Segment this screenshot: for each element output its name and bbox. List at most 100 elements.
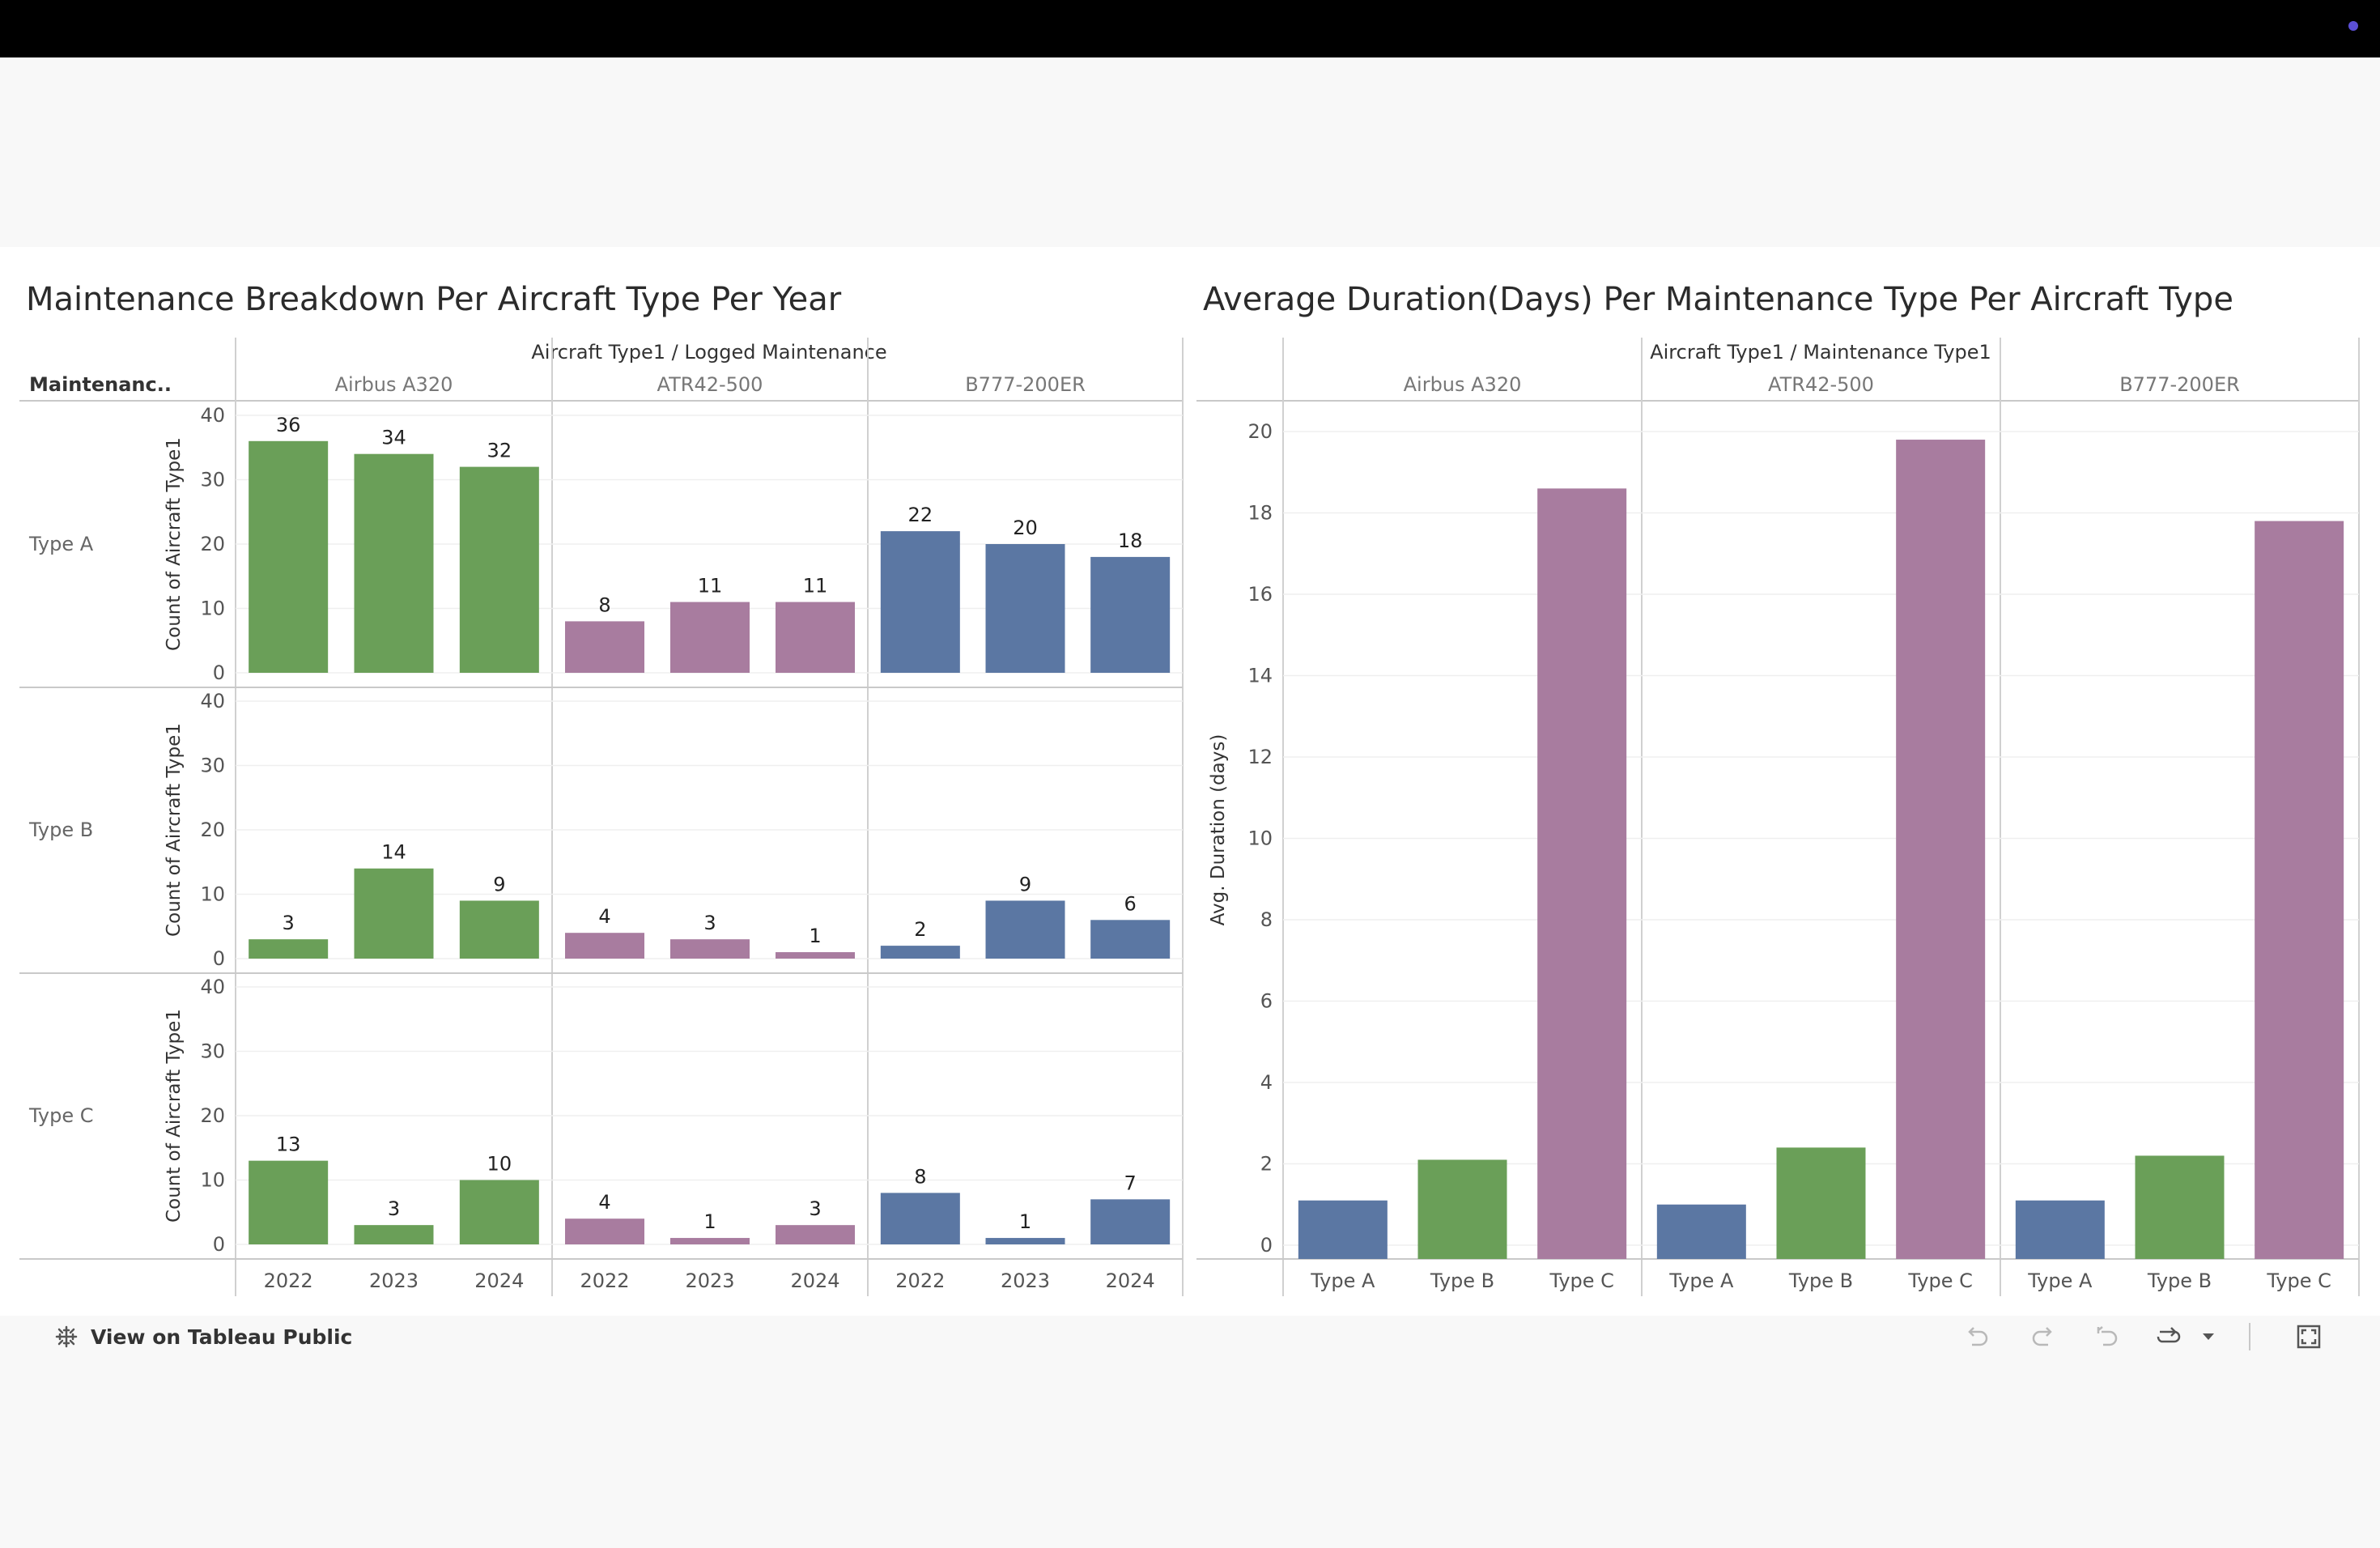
- chart1-title: Maintenance Breakdown Per Aircraft Type …: [26, 281, 842, 318]
- chart1-y-tick-label: 0: [213, 661, 225, 684]
- chart1-bar: [670, 1238, 750, 1244]
- chart1-bar-label: 8: [914, 1165, 926, 1188]
- chart1-bar-label: 4: [598, 1191, 610, 1214]
- chart1-bar: [1090, 920, 1171, 959]
- chart1-bar-label: 13: [276, 1133, 301, 1156]
- chart1-bar-label: 9: [1019, 873, 1031, 895]
- chart2-y-tick-label: 12: [1247, 746, 1273, 768]
- chart1-x-tick-label: 2024: [1106, 1269, 1155, 1292]
- chart2-y-tick-label: 4: [1260, 1071, 1273, 1094]
- chart1-x-tick-label: 2022: [580, 1269, 629, 1292]
- redo-icon: [2032, 1327, 2052, 1346]
- chart2-title: Average Duration(Days) Per Maintenance T…: [1203, 281, 2233, 318]
- chart1-bar: [249, 939, 329, 959]
- fullscreen-icon: [2297, 1325, 2321, 1349]
- header-band: [0, 57, 2380, 247]
- chart2-y-tick-label: 8: [1260, 908, 1273, 931]
- chart1-bar-label: 8: [598, 593, 610, 616]
- chart1-bar: [459, 900, 539, 959]
- chart1-y-tick-label: 30: [200, 469, 225, 491]
- tableau-logo-icon: [55, 1325, 78, 1348]
- chart1-bar-label: 32: [487, 440, 512, 462]
- chart1-bar-label: 1: [809, 925, 821, 947]
- chart1-panel-label: ATR42-500: [657, 373, 763, 396]
- view-on-tableau-label: View on Tableau Public: [91, 1325, 353, 1349]
- chart1-bar-label: 22: [908, 504, 933, 526]
- chart1-y-tick-label: 10: [200, 1169, 225, 1192]
- chart1-bar: [459, 1180, 539, 1244]
- chart1-row-label: Type C: [28, 1104, 94, 1127]
- chart1-bar: [249, 1160, 329, 1244]
- chart1-row-label: Type A: [28, 533, 94, 555]
- revert-icon: [2097, 1326, 2118, 1346]
- status-dot: [2348, 21, 2358, 31]
- chart1-y-tick-label: 40: [200, 404, 225, 427]
- chart2-y-tick-label: 16: [1247, 583, 1273, 606]
- undo-icon: [1968, 1327, 1988, 1346]
- fullscreen-button[interactable]: [2291, 1320, 2327, 1353]
- chart1-bar: [880, 531, 960, 673]
- chart2-x-tick-label: Type A: [2027, 1269, 2093, 1292]
- revert-button[interactable]: [2089, 1320, 2124, 1353]
- refresh-icon: [2157, 1327, 2181, 1343]
- chart2-x-tick-label: Type C: [2266, 1269, 2331, 1292]
- chart1-bar-label: 3: [283, 912, 295, 934]
- chart1-y-tick-label: 30: [200, 1040, 225, 1063]
- chart1-bar-label: 9: [493, 873, 505, 895]
- chart1-bar: [776, 952, 855, 959]
- chart2-column-header: Aircraft Type1 / Maintenance Type1: [1650, 341, 1991, 364]
- chart2-panel-label: Airbus A320: [1404, 373, 1522, 396]
- chart1-bar: [565, 933, 644, 959]
- chart2-bar: [1896, 440, 1986, 1259]
- chart2-x-tick-label: Type C: [1907, 1269, 1973, 1292]
- chart1-bar: [354, 453, 434, 673]
- chart1-x-tick-label: 2022: [895, 1269, 945, 1292]
- refresh-button[interactable]: [2150, 1320, 2186, 1353]
- chart1-y-tick-label: 0: [213, 1233, 225, 1256]
- chart1-panel-label: Airbus A320: [335, 373, 453, 396]
- chart1-bar-label: 1: [1019, 1210, 1031, 1233]
- chart1-x-tick-label: 2024: [474, 1269, 524, 1292]
- chart1-bar-label: 1: [703, 1210, 716, 1233]
- chart1-y-axis-title: Count of Aircraft Type1: [164, 723, 185, 937]
- chart1-bar-label: 18: [1118, 529, 1143, 552]
- chart1-bar-label: 11: [698, 575, 723, 598]
- chart1-bar: [565, 1218, 644, 1244]
- dropdown-caret-icon: [2203, 1333, 2214, 1340]
- chart1-bar: [459, 466, 539, 673]
- chart1-panel-label: B777-200ER: [965, 373, 1086, 396]
- chart1-bar-label: 20: [1013, 517, 1038, 539]
- chart1-row-label: Type B: [28, 819, 93, 841]
- chart1-x-tick-label: 2022: [264, 1269, 313, 1292]
- chart1-bar: [670, 939, 750, 959]
- chart2-bar: [1537, 488, 1627, 1259]
- chart1-y-axis-title: Count of Aircraft Type1: [164, 437, 185, 651]
- chart1-y-tick-label: 20: [200, 1104, 225, 1127]
- chart1-bar: [985, 900, 1065, 959]
- chart1-bar: [249, 440, 329, 673]
- chart1-bar-label: 14: [381, 841, 406, 864]
- footer-bar: [0, 1316, 2380, 1548]
- chart1-bar-label: 36: [276, 414, 301, 436]
- chart2-bar: [1656, 1204, 1746, 1259]
- chart1-column-header: Aircraft Type1 / Logged Maintenance: [531, 341, 886, 364]
- undo-button[interactable]: [1959, 1320, 1995, 1353]
- chart2-x-tick-label: Type A: [1310, 1269, 1375, 1292]
- chart1-y-tick-label: 10: [200, 883, 225, 906]
- refresh-dropdown[interactable]: [2191, 1320, 2226, 1353]
- chart2-panel-label: ATR42-500: [1768, 373, 1874, 396]
- chart1-bar: [1090, 556, 1171, 673]
- chart1-y-tick-label: 20: [200, 819, 225, 841]
- chart1-y-tick-label: 20: [200, 533, 225, 555]
- view-on-tableau-link[interactable]: View on Tableau Public: [52, 1320, 352, 1353]
- redo-button[interactable]: [2025, 1320, 2061, 1353]
- chart2-y-tick-label: 0: [1260, 1234, 1273, 1257]
- chart1-x-tick-label: 2023: [1001, 1269, 1050, 1292]
- chart2-panel-label: B777-200ER: [2119, 373, 2240, 396]
- chart1-bar: [880, 946, 960, 959]
- chart1-bar: [1090, 1199, 1171, 1244]
- chart2-y-tick-label: 6: [1260, 990, 1273, 1013]
- chart1-bar: [776, 602, 855, 673]
- chart1-y-tick-label: 40: [200, 690, 225, 712]
- chart1-bar-label: 34: [381, 427, 406, 449]
